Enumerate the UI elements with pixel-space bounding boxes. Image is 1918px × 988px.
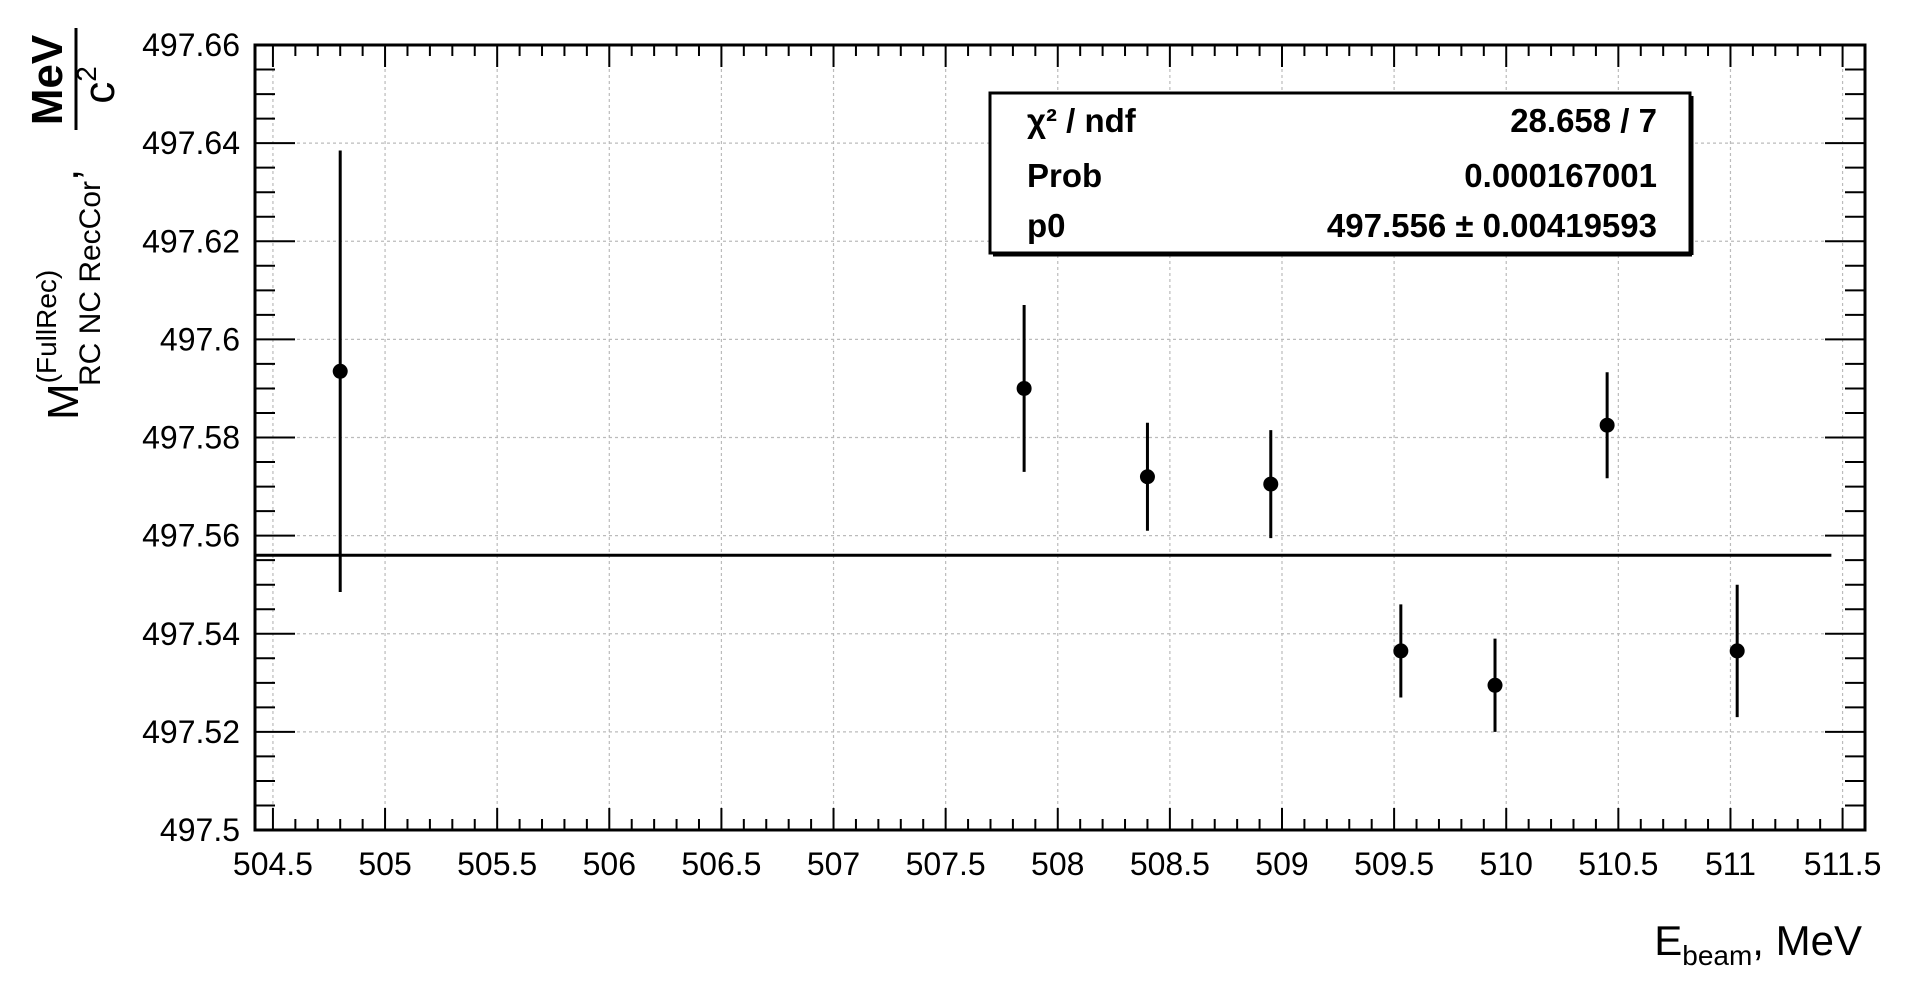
data-point	[1016, 380, 1032, 396]
y-tick-label: 497.52	[142, 714, 240, 750]
data-point	[1393, 643, 1409, 659]
stats-label-chi2: χ² / ndf	[1027, 102, 1137, 139]
data-point	[1263, 476, 1279, 492]
x-tick-label: 509	[1255, 846, 1308, 882]
stats-value-chi2: 28.658 / 7	[1510, 102, 1657, 139]
x-tick-label: 508	[1031, 846, 1084, 882]
data-points	[332, 150, 1745, 732]
y-tick-label: 497.66	[142, 27, 240, 63]
y-axis-unit-den-base: c	[75, 82, 124, 104]
x-tick-label: 506.5	[681, 846, 761, 882]
stats-value-p0: 497.556 ± 0.00419593	[1327, 207, 1657, 244]
x-tick-label: 505.5	[457, 846, 537, 882]
x-axis-title-main: E	[1654, 917, 1682, 964]
y-tick-label: 497.6	[160, 321, 240, 357]
y-axis-unit-den: c2	[71, 66, 124, 104]
stats-value-prob: 0.000167001	[1464, 157, 1657, 194]
x-axis-title: Ebeam, MeV	[1654, 917, 1862, 971]
y-axis-title-comma: ,	[39, 169, 88, 181]
data-point	[1139, 469, 1155, 485]
y-tick-label: 497.56	[142, 518, 240, 554]
y-axis-unit-den-exp: 2	[71, 66, 102, 82]
x-tick-label: 507	[807, 846, 860, 882]
x-tick-label: 510	[1480, 846, 1533, 882]
x-tick-label: 506	[583, 846, 636, 882]
x-tick-label: 505	[358, 846, 411, 882]
y-axis-title-sup: (FullRec)	[31, 270, 62, 384]
x-tick-label: 504.5	[233, 846, 313, 882]
y-axis-title: M(FullRec) RC NC RecCor, MeV c2	[23, 28, 124, 420]
y-axis-unit-num: MeV	[23, 34, 72, 125]
y-tick-label: 497.58	[142, 420, 240, 456]
y-tick-label: 497.54	[142, 616, 240, 652]
x-tick-label: 511	[1705, 846, 1756, 882]
x-axis-title-suffix: , MeV	[1752, 917, 1862, 964]
plot-frame	[253, 43, 1867, 832]
x-tick-label: 510.5	[1578, 846, 1658, 882]
x-tick-label: 508.5	[1130, 846, 1210, 882]
x-tick-label: 507.5	[906, 846, 986, 882]
svg-text:M(FullRec)RC NC RecCor,: M(FullRec) RC NC RecCor,	[31, 169, 107, 420]
x-tick-label: 511.5	[1804, 846, 1882, 882]
data-point	[1487, 677, 1503, 693]
stats-box: χ² / ndf 28.658 / 7 Prob 0.000167001 p0 …	[988, 91, 1694, 257]
data-point	[1599, 417, 1615, 433]
x-axis-title-sub: beam	[1682, 940, 1752, 971]
y-tick-label: 497.64	[142, 125, 240, 161]
data-point	[1729, 643, 1745, 659]
x-tick-labels: 504.5 505 505.5 506 506.5 507 507.5 508 508.5 509…	[233, 846, 1882, 882]
stats-box-frame	[988, 91, 1692, 255]
stats-label-prob: Prob	[1027, 157, 1102, 194]
stats-label-p0: p0	[1027, 207, 1066, 244]
y-axis-title-sub: RC NC RecCor	[74, 181, 107, 386]
y-axis-title-main: M	[39, 383, 88, 420]
y-tick-label: 497.5	[160, 812, 240, 848]
y-tick-label: 497.62	[142, 223, 240, 259]
x-tick-label: 509.5	[1354, 846, 1434, 882]
data-point	[332, 363, 348, 379]
y-tick-labels: 497.5 497.52 497.54 497.56 497.58 497.6 497.62…	[142, 27, 240, 848]
